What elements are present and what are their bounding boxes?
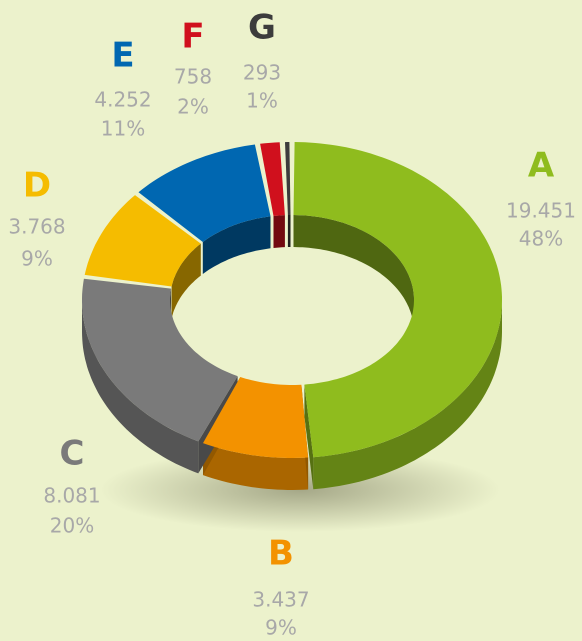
value-label: 8.081 <box>43 484 100 508</box>
slice <box>138 144 271 242</box>
slice <box>84 195 201 287</box>
slice-inner-wall <box>287 215 291 247</box>
value-label: 3.437 <box>252 588 309 612</box>
category-label: C <box>60 434 85 474</box>
category-label: D <box>23 166 51 206</box>
slice <box>203 377 309 458</box>
category-label: A <box>528 146 555 186</box>
value-label: 758 <box>174 65 212 89</box>
slice-inner-wall <box>171 243 201 319</box>
slice-inner-wall <box>202 216 271 274</box>
category-label: B <box>268 534 294 574</box>
value-label: 19.451 <box>506 199 576 223</box>
slice <box>285 142 291 215</box>
slice <box>293 142 502 458</box>
slice-inner-wall <box>293 215 414 332</box>
slice-outer-wall <box>313 300 502 490</box>
slice-outer-wall <box>82 300 199 474</box>
percentage-label: 20% <box>50 514 94 538</box>
slice-outer-wall <box>203 443 309 490</box>
category-label: E <box>111 36 134 76</box>
category-label: G <box>248 8 276 48</box>
percentage-label: 48% <box>519 227 563 251</box>
percentage-label: 2% <box>177 95 209 119</box>
percentage-label: 9% <box>265 616 297 640</box>
percentage-label: 9% <box>21 247 53 271</box>
slice <box>260 142 285 216</box>
value-label: 293 <box>243 61 281 85</box>
value-label: 4.252 <box>94 88 151 112</box>
percentage-label: 11% <box>101 117 145 141</box>
category-label: F <box>181 17 204 57</box>
value-label: 3.768 <box>8 215 65 239</box>
slice-cut <box>304 384 314 490</box>
percentage-label: 1% <box>246 89 278 113</box>
slice <box>82 278 238 442</box>
slice-inner-wall <box>273 215 285 248</box>
